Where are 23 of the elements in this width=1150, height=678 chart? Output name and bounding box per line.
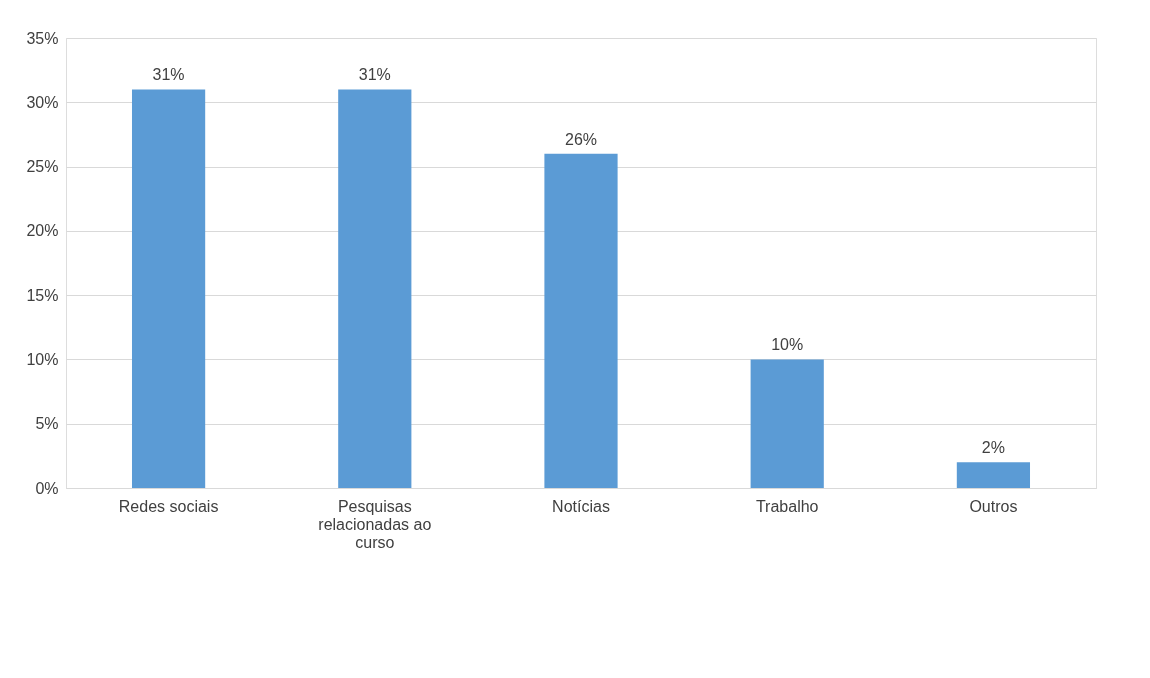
x-tick-label: Pesquisas relacionadas ao curso	[318, 497, 432, 551]
y-tick-label: 25%	[26, 158, 59, 176]
x-tick-label: Notícias	[552, 497, 610, 515]
y-tick-label: 20%	[26, 222, 59, 240]
data-label: 2%	[981, 439, 1005, 457]
y-tick-label: 10%	[26, 350, 59, 368]
data-label: 26%	[564, 130, 598, 148]
data-label: 31%	[358, 66, 391, 84]
data-label: 10%	[771, 336, 804, 354]
bar	[131, 89, 206, 488]
y-tick-label: 0%	[35, 479, 59, 497]
x-tick-label: Redes sociais	[118, 497, 219, 515]
bar	[544, 153, 618, 488]
data-label: 31%	[152, 66, 185, 84]
x-tick-label: Outros	[969, 497, 1018, 515]
bar	[338, 89, 412, 488]
y-tick-label: 5%	[35, 415, 59, 433]
y-tick-label: 35%	[26, 29, 59, 47]
bar	[956, 462, 1031, 488]
y-tick-label: 30%	[26, 93, 59, 111]
y-tick-label: 15%	[26, 286, 59, 304]
x-tick-label: Trabalho	[755, 497, 819, 515]
bar	[750, 359, 824, 488]
